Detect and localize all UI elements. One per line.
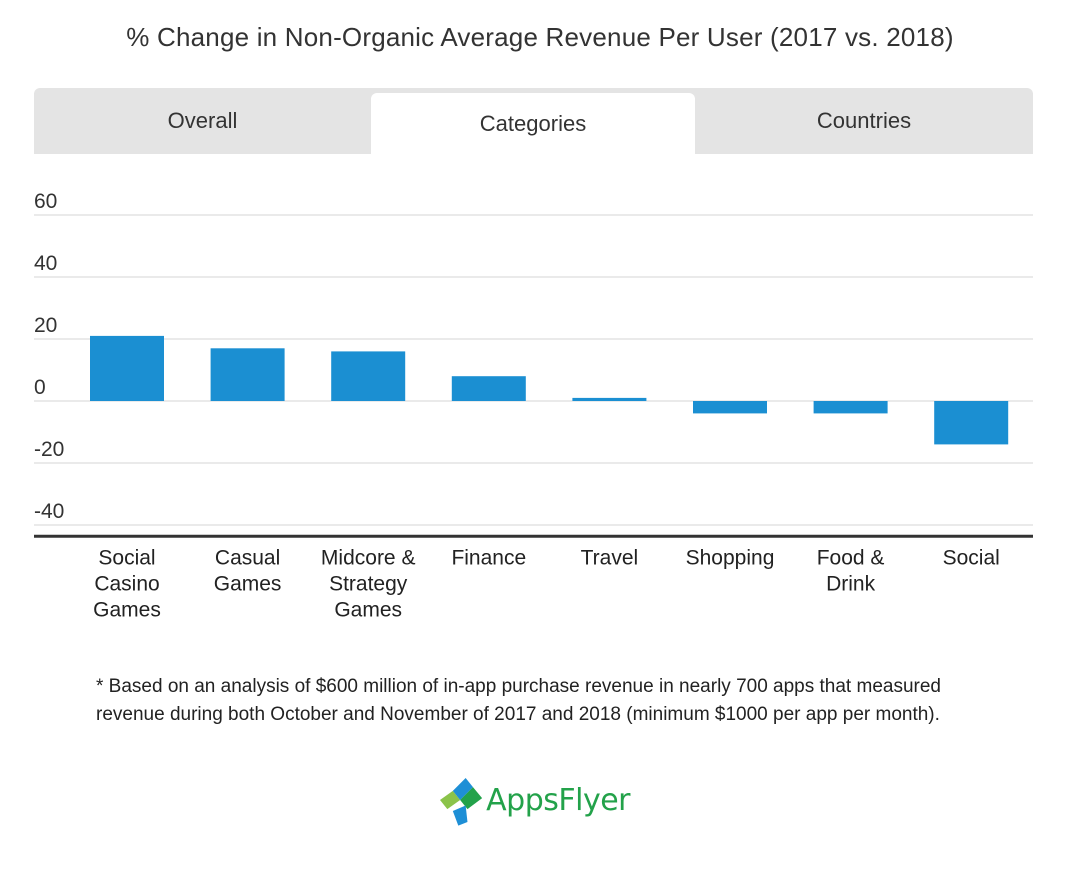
x-tick-label: Finance	[451, 546, 526, 569]
bar	[813, 401, 888, 414]
bar-chart: 60 40 20 0 -20 -40 Social Casino Games Casual Game…	[34, 190, 1033, 621]
y-tick-label: 60	[34, 190, 57, 213]
chart-title: % Change in Non-Organic Average Revenue …	[126, 22, 954, 52]
x-tick-label: Games	[93, 598, 161, 621]
y-tick-label: 20	[34, 314, 57, 337]
tab-overall[interactable]: Overall	[167, 108, 238, 133]
y-tick-label: -40	[34, 500, 64, 523]
y-tick-label: -20	[34, 438, 64, 461]
x-tick-label: Strategy	[329, 572, 408, 595]
x-tick-label: Travel	[581, 546, 639, 569]
bar	[90, 335, 164, 401]
bar	[934, 401, 1009, 445]
appsflyer-logo-icon	[440, 778, 483, 826]
y-tick-label: 40	[34, 252, 57, 275]
bar	[572, 397, 647, 401]
x-tick-label: Drink	[826, 572, 876, 595]
x-tick-label: Casino	[94, 572, 159, 595]
footnote: * Based on an analysis of $600 million o…	[96, 676, 941, 725]
x-tick-label: Games	[334, 598, 402, 621]
logo-text: AppsFlyer	[486, 782, 630, 818]
bar	[451, 376, 526, 401]
bar	[210, 348, 285, 401]
x-tick-label: Social	[943, 546, 1000, 569]
x-tick-label: Social	[98, 546, 155, 569]
x-tick-label: Games	[214, 572, 282, 595]
x-tick-label: Shopping	[686, 546, 775, 569]
x-tick-label: Food &	[817, 546, 885, 569]
x-tick-label: Midcore &	[321, 546, 416, 569]
tab-countries[interactable]: Countries	[816, 108, 912, 133]
bar	[693, 401, 767, 414]
bar	[331, 351, 406, 401]
tab-categories[interactable]: Categories	[371, 93, 695, 154]
x-tick-label: Casual	[215, 546, 280, 569]
y-tick-label: 0	[34, 376, 46, 399]
appsflyer-logo: AppsFlyer	[440, 772, 630, 828]
tab-bar: Overall Categories Countries	[34, 88, 1033, 154]
